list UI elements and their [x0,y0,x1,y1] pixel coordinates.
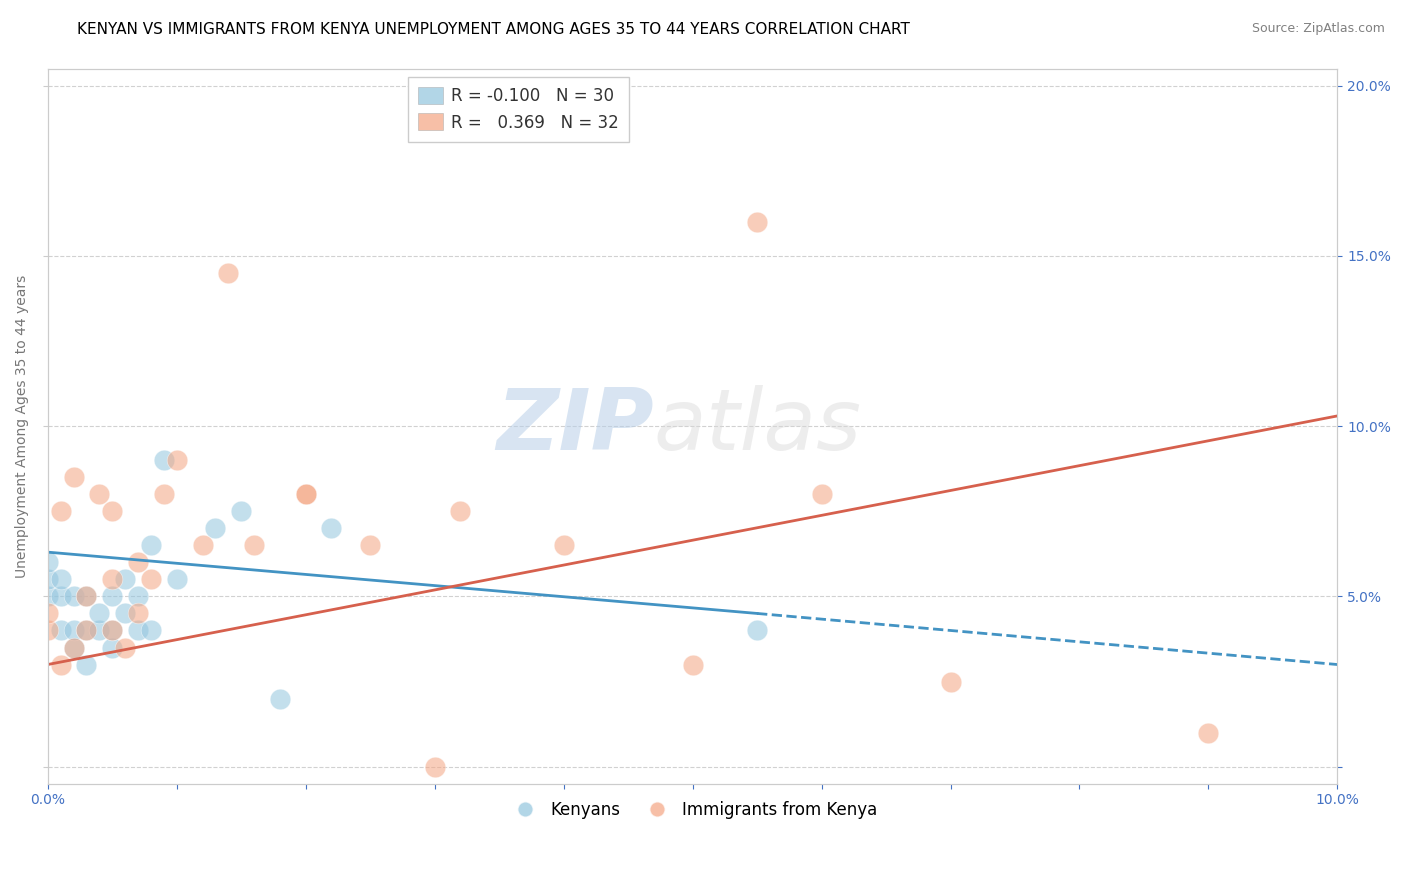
Point [49,573,72,587]
Point [745,215,768,229]
Point [101,624,124,638]
Point [114,573,136,587]
Point [62,470,84,484]
Text: atlas: atlas [654,384,862,467]
Point [37,607,59,621]
Point [127,555,149,569]
Point [114,607,136,621]
Point [49,624,72,638]
Point [166,573,188,587]
Point [49,504,72,518]
Point [321,521,343,535]
Point [204,521,226,535]
Point [139,538,162,552]
Point [1197,725,1219,739]
Point [75,590,97,604]
Point [553,538,575,552]
Point [49,590,72,604]
Point [75,624,97,638]
Point [62,590,84,604]
Y-axis label: Unemployment Among Ages 35 to 44 years: Unemployment Among Ages 35 to 44 years [15,275,30,578]
Point [231,504,253,518]
Point [37,573,59,587]
Point [75,657,97,672]
Point [745,624,768,638]
Point [127,624,149,638]
Point [89,624,111,638]
Legend: Kenyans, Immigrants from Kenya: Kenyans, Immigrants from Kenya [502,794,883,825]
Point [294,487,316,501]
Point [101,640,124,655]
Point [423,760,446,774]
Point [62,624,84,638]
Point [49,657,72,672]
Point [217,266,239,280]
Point [101,504,124,518]
Point [243,538,266,552]
Point [89,487,111,501]
Point [153,487,176,501]
Point [166,453,188,467]
Point [153,453,176,467]
Point [62,640,84,655]
Point [101,624,124,638]
Text: KENYAN VS IMMIGRANTS FROM KENYA UNEMPLOYMENT AMONG AGES 35 TO 44 YEARS CORRELATI: KENYAN VS IMMIGRANTS FROM KENYA UNEMPLOY… [77,22,910,37]
Point [62,640,84,655]
Point [37,624,59,638]
Point [89,607,111,621]
Text: ZIP: ZIP [496,384,654,467]
Point [127,607,149,621]
Point [101,590,124,604]
Text: Source: ZipAtlas.com: Source: ZipAtlas.com [1251,22,1385,36]
Point [114,640,136,655]
Point [75,590,97,604]
Point [127,590,149,604]
Point [191,538,214,552]
Point [682,657,704,672]
Point [37,555,59,569]
Point [294,487,316,501]
Point [359,538,381,552]
Point [101,573,124,587]
Point [139,624,162,638]
Point [37,590,59,604]
Point [269,691,291,706]
Point [75,624,97,638]
Point [139,573,162,587]
Point [449,504,471,518]
Point [810,487,832,501]
Point [939,674,962,689]
